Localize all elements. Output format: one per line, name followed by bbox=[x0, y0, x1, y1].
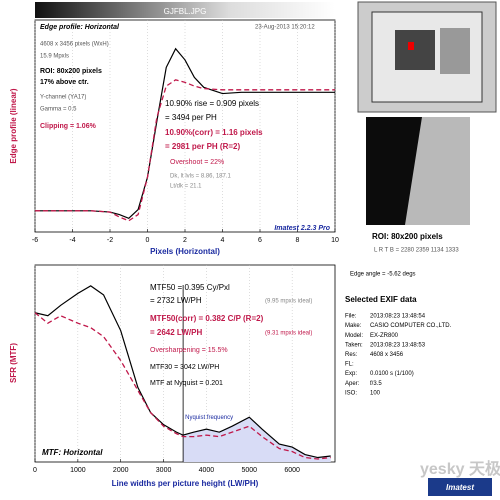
gray-bar bbox=[35, 2, 335, 18]
roi-marker bbox=[408, 42, 414, 50]
exif-key: Res: bbox=[345, 352, 358, 358]
annotation: Edge profile: Horizontal bbox=[40, 24, 120, 31]
exif-value: 0.0100 s (1/100) bbox=[370, 371, 414, 377]
annotation: Dk, lt lvls = 8.86, 187.1 bbox=[170, 174, 232, 180]
roi-image bbox=[366, 117, 422, 225]
x-tick-label: 10 bbox=[331, 237, 339, 244]
x-tick-label: 2000 bbox=[113, 467, 129, 474]
edge-angle: Edge angle = -5.62 degs bbox=[350, 272, 416, 278]
exif-value: CASIO COMPUTER CO.,LTD. bbox=[370, 323, 452, 329]
exif-list: File: 2013:08:23 13:48:54 Make: CASIO COMPU… bbox=[345, 314, 452, 397]
x-tick-label: -2 bbox=[107, 237, 113, 244]
x-tick-label: 0 bbox=[33, 467, 37, 474]
x-tick-label: 3000 bbox=[156, 467, 172, 474]
thumbnail bbox=[357, 1, 497, 113]
y-axis-label: SFR (MTF) bbox=[9, 343, 18, 383]
x-axis-label: Pixels (Horizontal) bbox=[150, 247, 220, 256]
edge-plot bbox=[34, 19, 336, 233]
mtf-plot: Nyquist frequency bbox=[34, 264, 336, 463]
annotation: Gamma = 0.5 bbox=[40, 107, 77, 113]
annotation: Clipping = 1.06% bbox=[40, 123, 97, 130]
annotation: = 2732 LW/PH bbox=[150, 296, 202, 305]
exif-key: ISO: bbox=[345, 390, 357, 396]
annotation: 4608 x 3456 pixels (WxH) bbox=[40, 42, 109, 48]
annotation: MTF at Nyquist = 0.201 bbox=[150, 380, 223, 387]
annotation: 17% above ctr. bbox=[40, 79, 89, 86]
exif-value: EX-ZR800 bbox=[370, 333, 399, 339]
exif-value: 4608 x 3456 bbox=[370, 352, 404, 358]
y-axis-label: Edge profile (linear) bbox=[9, 88, 18, 163]
x-axis-label: Line widths per picture height (LW/PH) bbox=[112, 479, 259, 488]
annotation: (9.95 mpxls ideal) bbox=[265, 299, 312, 305]
exif-value: 2013:08:23 13:48:53 bbox=[370, 342, 426, 348]
logo: Imatest bbox=[446, 483, 474, 492]
exif-value: 100 bbox=[370, 390, 381, 396]
annotation: Y-channel (YA17) bbox=[40, 95, 86, 101]
x-tick-label: 4000 bbox=[199, 467, 215, 474]
nyquist-area bbox=[183, 417, 331, 462]
series-line bbox=[34, 285, 331, 459]
annotation: 23-Aug-2013 15:20:12 bbox=[255, 25, 315, 31]
x-tick-label: 6 bbox=[258, 237, 262, 244]
exif-key: Taken: bbox=[345, 342, 363, 348]
chart-title: GJFBL.JPG bbox=[164, 7, 207, 16]
x-tick-label: -4 bbox=[69, 237, 75, 244]
annotation: = 2642 LW/PH bbox=[150, 328, 202, 337]
x-tick-label: 4 bbox=[221, 237, 225, 244]
annotation: 15.9 Mpxls bbox=[40, 54, 69, 60]
exif-key: Make: bbox=[345, 323, 362, 329]
annotation: MTF50 = 0.395 Cy/Pxl bbox=[150, 283, 230, 292]
plot-frame bbox=[34, 264, 336, 463]
chart-thumbnail bbox=[440, 28, 470, 74]
x-tick-label: -6 bbox=[32, 237, 38, 244]
annotation: 10.90%(corr) = 1.16 pixels bbox=[165, 128, 263, 137]
exif-value: f/3.5 bbox=[370, 381, 382, 387]
chart-thumbnail bbox=[395, 30, 435, 70]
x-tick-label: 6000 bbox=[284, 467, 300, 474]
exif-key: Model: bbox=[345, 333, 363, 339]
exif-key: File: bbox=[345, 314, 357, 320]
x-tick-label: 0 bbox=[146, 237, 150, 244]
annotation: MTF50(corr) = 0.382 C/P (R=2) bbox=[150, 314, 264, 323]
series-line bbox=[35, 79, 335, 222]
exif-value: 2013:08:23 13:48:54 bbox=[370, 314, 426, 320]
roi-label: ROI: 80x200 pixels bbox=[372, 232, 443, 241]
annotation: 10.90% rise = 0.909 pixels bbox=[165, 99, 259, 108]
annotation: Lt/dk = 21.1 bbox=[170, 184, 202, 190]
series-line bbox=[34, 312, 331, 460]
x-tick-label: 1000 bbox=[70, 467, 86, 474]
annotation: (9.31 mpxls ideal) bbox=[265, 331, 312, 337]
exif-key: Exp: bbox=[345, 371, 357, 377]
annotation: = 3494 per PH bbox=[165, 113, 217, 122]
annotation: Imatest 2.2.3 Pro bbox=[274, 225, 330, 232]
roi-coords: L R T B = 2280 2359 1134 1333 bbox=[374, 248, 459, 254]
x-tick-label: 2 bbox=[183, 237, 187, 244]
edge-annotations: Edge profile: Horizontal 23-Aug-2013 15:… bbox=[40, 24, 331, 232]
annotation: MTF30 = 3042 LW/PH bbox=[150, 364, 219, 371]
nyquist-label: Nyquist frequency bbox=[185, 415, 233, 421]
watermark: yesky 天极网 bbox=[420, 459, 500, 478]
annotation: MTF: Horizontal bbox=[42, 448, 103, 457]
annotation: Oversharpening = 15.5% bbox=[150, 347, 228, 354]
annotation: ROI: 80x200 pixels bbox=[40, 68, 102, 75]
logo-box bbox=[428, 478, 492, 496]
roi-image bbox=[366, 117, 470, 225]
annotation: Overshoot = 22% bbox=[170, 159, 224, 166]
exif-key: Aper: bbox=[345, 381, 360, 387]
annotation: = 2981 per PH (R=2) bbox=[165, 142, 240, 151]
x-tick-label: 8 bbox=[296, 237, 300, 244]
exif-title: Selected EXIF data bbox=[345, 295, 417, 304]
x-tick-label: 5000 bbox=[241, 467, 257, 474]
exif-key: FL: bbox=[345, 362, 354, 368]
